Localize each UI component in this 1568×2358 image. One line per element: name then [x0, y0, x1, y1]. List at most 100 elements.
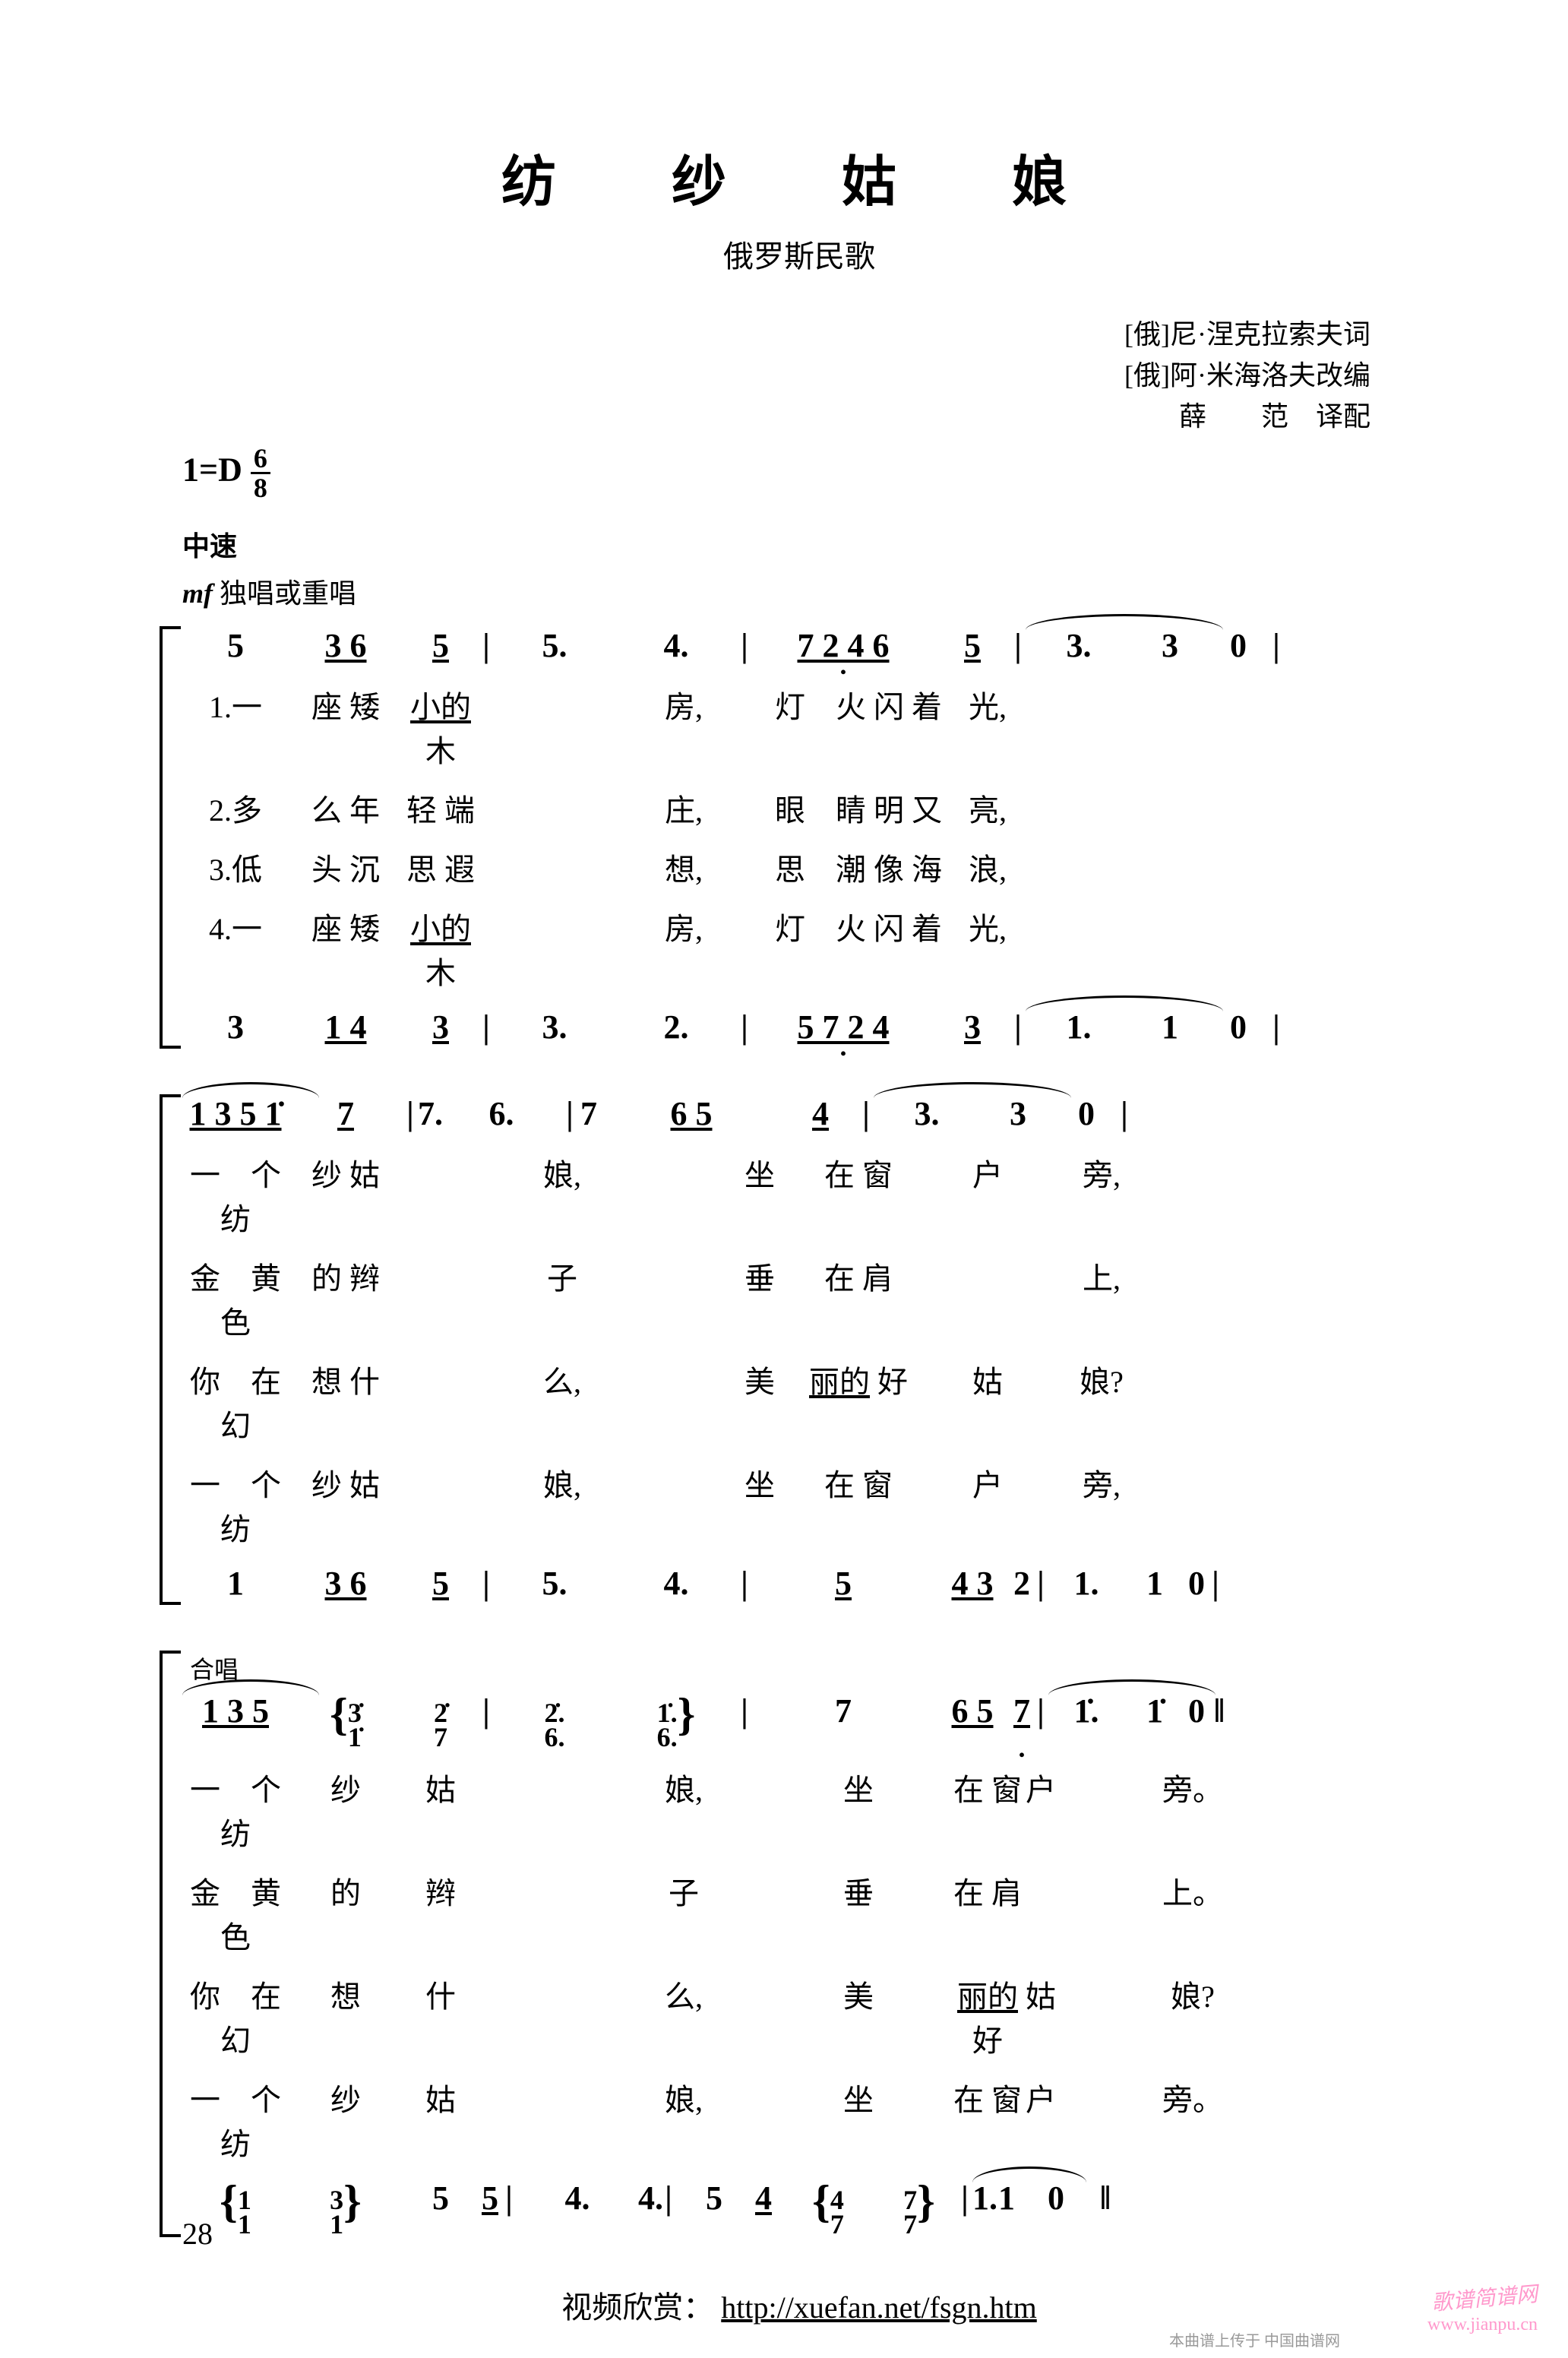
lyric-cell: 旁。 [1155, 1765, 1231, 1853]
lyric-cell: 金 黄 色 [182, 1869, 289, 1957]
note-cell: 4 3 [934, 1564, 1010, 1605]
lyric-cell: 房, [623, 904, 744, 992]
note-cell: 7 [289, 1094, 403, 1135]
note-cell: {3̇1̇ [289, 1692, 403, 1750]
tempo-mark: 中速 [182, 524, 1416, 564]
note-cell: 2 [1010, 1564, 1033, 1605]
barline: | [661, 2179, 676, 2237]
lyric-cell: 垂 [767, 1869, 950, 1957]
note-cell: 3 [182, 1008, 289, 1049]
note-cell: 7 [577, 1094, 600, 1135]
song-title: 纺 纱 姑 娘 [182, 137, 1416, 217]
lyric-cell: 一 个 纺 [182, 1151, 289, 1239]
lyric-cell: 一 个 纺 [182, 1461, 289, 1549]
lyric-cell: 你 在 幻 [182, 1357, 289, 1445]
lyric-cell: 户 [950, 1461, 1026, 1549]
lyric-cell: 1.一 [182, 682, 289, 771]
watermark-url: www.jianpu.cn [1427, 2315, 1538, 2335]
system-bracket [160, 626, 181, 1049]
lyric-cell: 小的 木 [403, 904, 479, 992]
system-3: 合唱1 3 5{3̇1̇2̇7|2̇.6.1̇.6.}|76 57|1̇.1̇0… [182, 1651, 1416, 2237]
watermark-logo: 歌谱简谱网 [1430, 2277, 1539, 2317]
notes-row: 31 43|3.2.|5 7 2 43|1.10| [182, 1008, 1416, 1049]
note-cell: 7 [752, 1692, 934, 1750]
lyric-cell: 一 个 纺 [182, 2075, 289, 2163]
lyric-cell: 美 [767, 1972, 950, 2060]
note-cell: 4 [782, 1094, 858, 1135]
lyric-row: 3.低头 沉思 遐想,思 潮 像 海浪, [182, 845, 1416, 889]
lyric-row: 你 在 幻想 什么,美丽的 好姑娘? [182, 1357, 1416, 1445]
note-cell: 1 [995, 2179, 1018, 2237]
barline: | [479, 626, 494, 667]
barline: | [479, 1008, 494, 1049]
lyric-cell: 坐 [744, 1151, 767, 1239]
note-cell: 7 [1010, 1692, 1033, 1750]
note-cell: 1. [972, 2179, 995, 2237]
lyric-row: 金 黄 色的辫子垂在 肩上。 [182, 1869, 1416, 1957]
notes-row: 53 65|5.4.|7 2 4 65|3.30| [182, 626, 1416, 667]
note-cell: 5 [934, 626, 1010, 667]
lyric-cell: 旁, [1048, 1461, 1155, 1549]
note-cell: 0 [1208, 626, 1269, 667]
lyric-cell: 纱 姑 [289, 1461, 403, 1549]
note-cell: 5 [403, 626, 479, 667]
lyric-cell: 4.一 [182, 904, 289, 992]
note-cell: 0 [1185, 1564, 1208, 1605]
key-time-signature: 1=D 6 8 [182, 445, 1416, 502]
system-bracket [160, 1094, 181, 1605]
note-cell: 4. [615, 626, 737, 667]
barline: | [1033, 1564, 1048, 1605]
lyric-cell: 姑 [403, 2075, 479, 2163]
note-cell: 4. [517, 2179, 638, 2237]
double-barline: ‖ [1208, 1692, 1231, 1750]
note-cell: 3 [1132, 626, 1208, 667]
note-cell: 5 7 2 4 [752, 1008, 934, 1049]
barline: | [957, 2179, 972, 2237]
barline: | [1208, 1564, 1223, 1605]
note-cell: 77} [881, 2179, 957, 2237]
lyric-cell: 么 年 [289, 786, 403, 830]
lyric-cell: 娘, [501, 1461, 623, 1549]
lyric-cell: 么, [623, 1972, 744, 2060]
lyric-cell: 在 窗 [767, 1151, 950, 1239]
note-cell: 1. [1026, 1008, 1132, 1049]
barline: | [479, 1692, 494, 1750]
lyric-cell: 坐 [767, 2075, 950, 2163]
note-cell: 3. [874, 1094, 980, 1135]
note-cell: {47 [775, 2179, 881, 2237]
lyric-cell: 坐 [767, 1765, 950, 1853]
note-cell: 5 [182, 626, 289, 667]
lyric-cell: 娘? [1155, 1972, 1231, 2060]
lyric-cell: 旁, [1048, 1151, 1155, 1239]
lyric-cell: 户 [1026, 2075, 1048, 2163]
note-cell: 4 [752, 2179, 775, 2237]
lyric-cell: 纱 姑 [289, 1151, 403, 1239]
lyric-cell: 的 辫 [289, 1254, 403, 1342]
note-cell: 5 [479, 2179, 501, 2237]
source-note: 本曲谱上传于 中国曲谱网 [1169, 2328, 1340, 2350]
note-cell: 5 [752, 1564, 934, 1605]
lyric-cell: 上, [1048, 1254, 1155, 1342]
video-link[interactable]: http://xuefan.net/fsgn.htm [721, 2290, 1037, 2325]
lyric-cell: 灯 火 闪 着 [767, 682, 950, 771]
note-cell: 0 [1185, 1692, 1208, 1750]
lyric-cell: 庄, [623, 786, 744, 830]
lyric-row: 一 个 纺纱姑娘,坐在 窗户旁。 [182, 2075, 1416, 2163]
lyric-cell: 金 黄 色 [182, 1254, 289, 1342]
lyric-cell: 纱 [289, 2075, 403, 2163]
note-cell: 1 3 5 [182, 1692, 289, 1750]
barline: | [562, 1094, 577, 1135]
lyric-cell: 上。 [1155, 1869, 1231, 1957]
lyric-cell: 姑 [1026, 1972, 1048, 2060]
lyric-cell: 美 [744, 1357, 767, 1445]
lyric-cell: 坐 [744, 1461, 767, 1549]
lyric-cell: 想 [289, 1972, 403, 2060]
note-cell: 0 [1208, 1008, 1269, 1049]
note-cell: 1. [1048, 1564, 1124, 1605]
system-2: 1 3 5 1̇7|7.6.|76 54|3.30|一 个 纺纱 姑娘,坐在 窗… [182, 1094, 1416, 1605]
notes-row: 1 3 5{3̇1̇2̇7|2̇.6.1̇.6.}|76 57|1̇.1̇0‖ [182, 1692, 1416, 1750]
dynamic-mark: mf 独唱或重唱 [182, 571, 1416, 611]
lyric-cell: 娘? [1048, 1357, 1155, 1445]
lyric-cell: 思 遐 [403, 845, 479, 889]
notes-row: {1131}55|4.4.|54{4777}|1.10‖ [182, 2179, 1416, 2237]
